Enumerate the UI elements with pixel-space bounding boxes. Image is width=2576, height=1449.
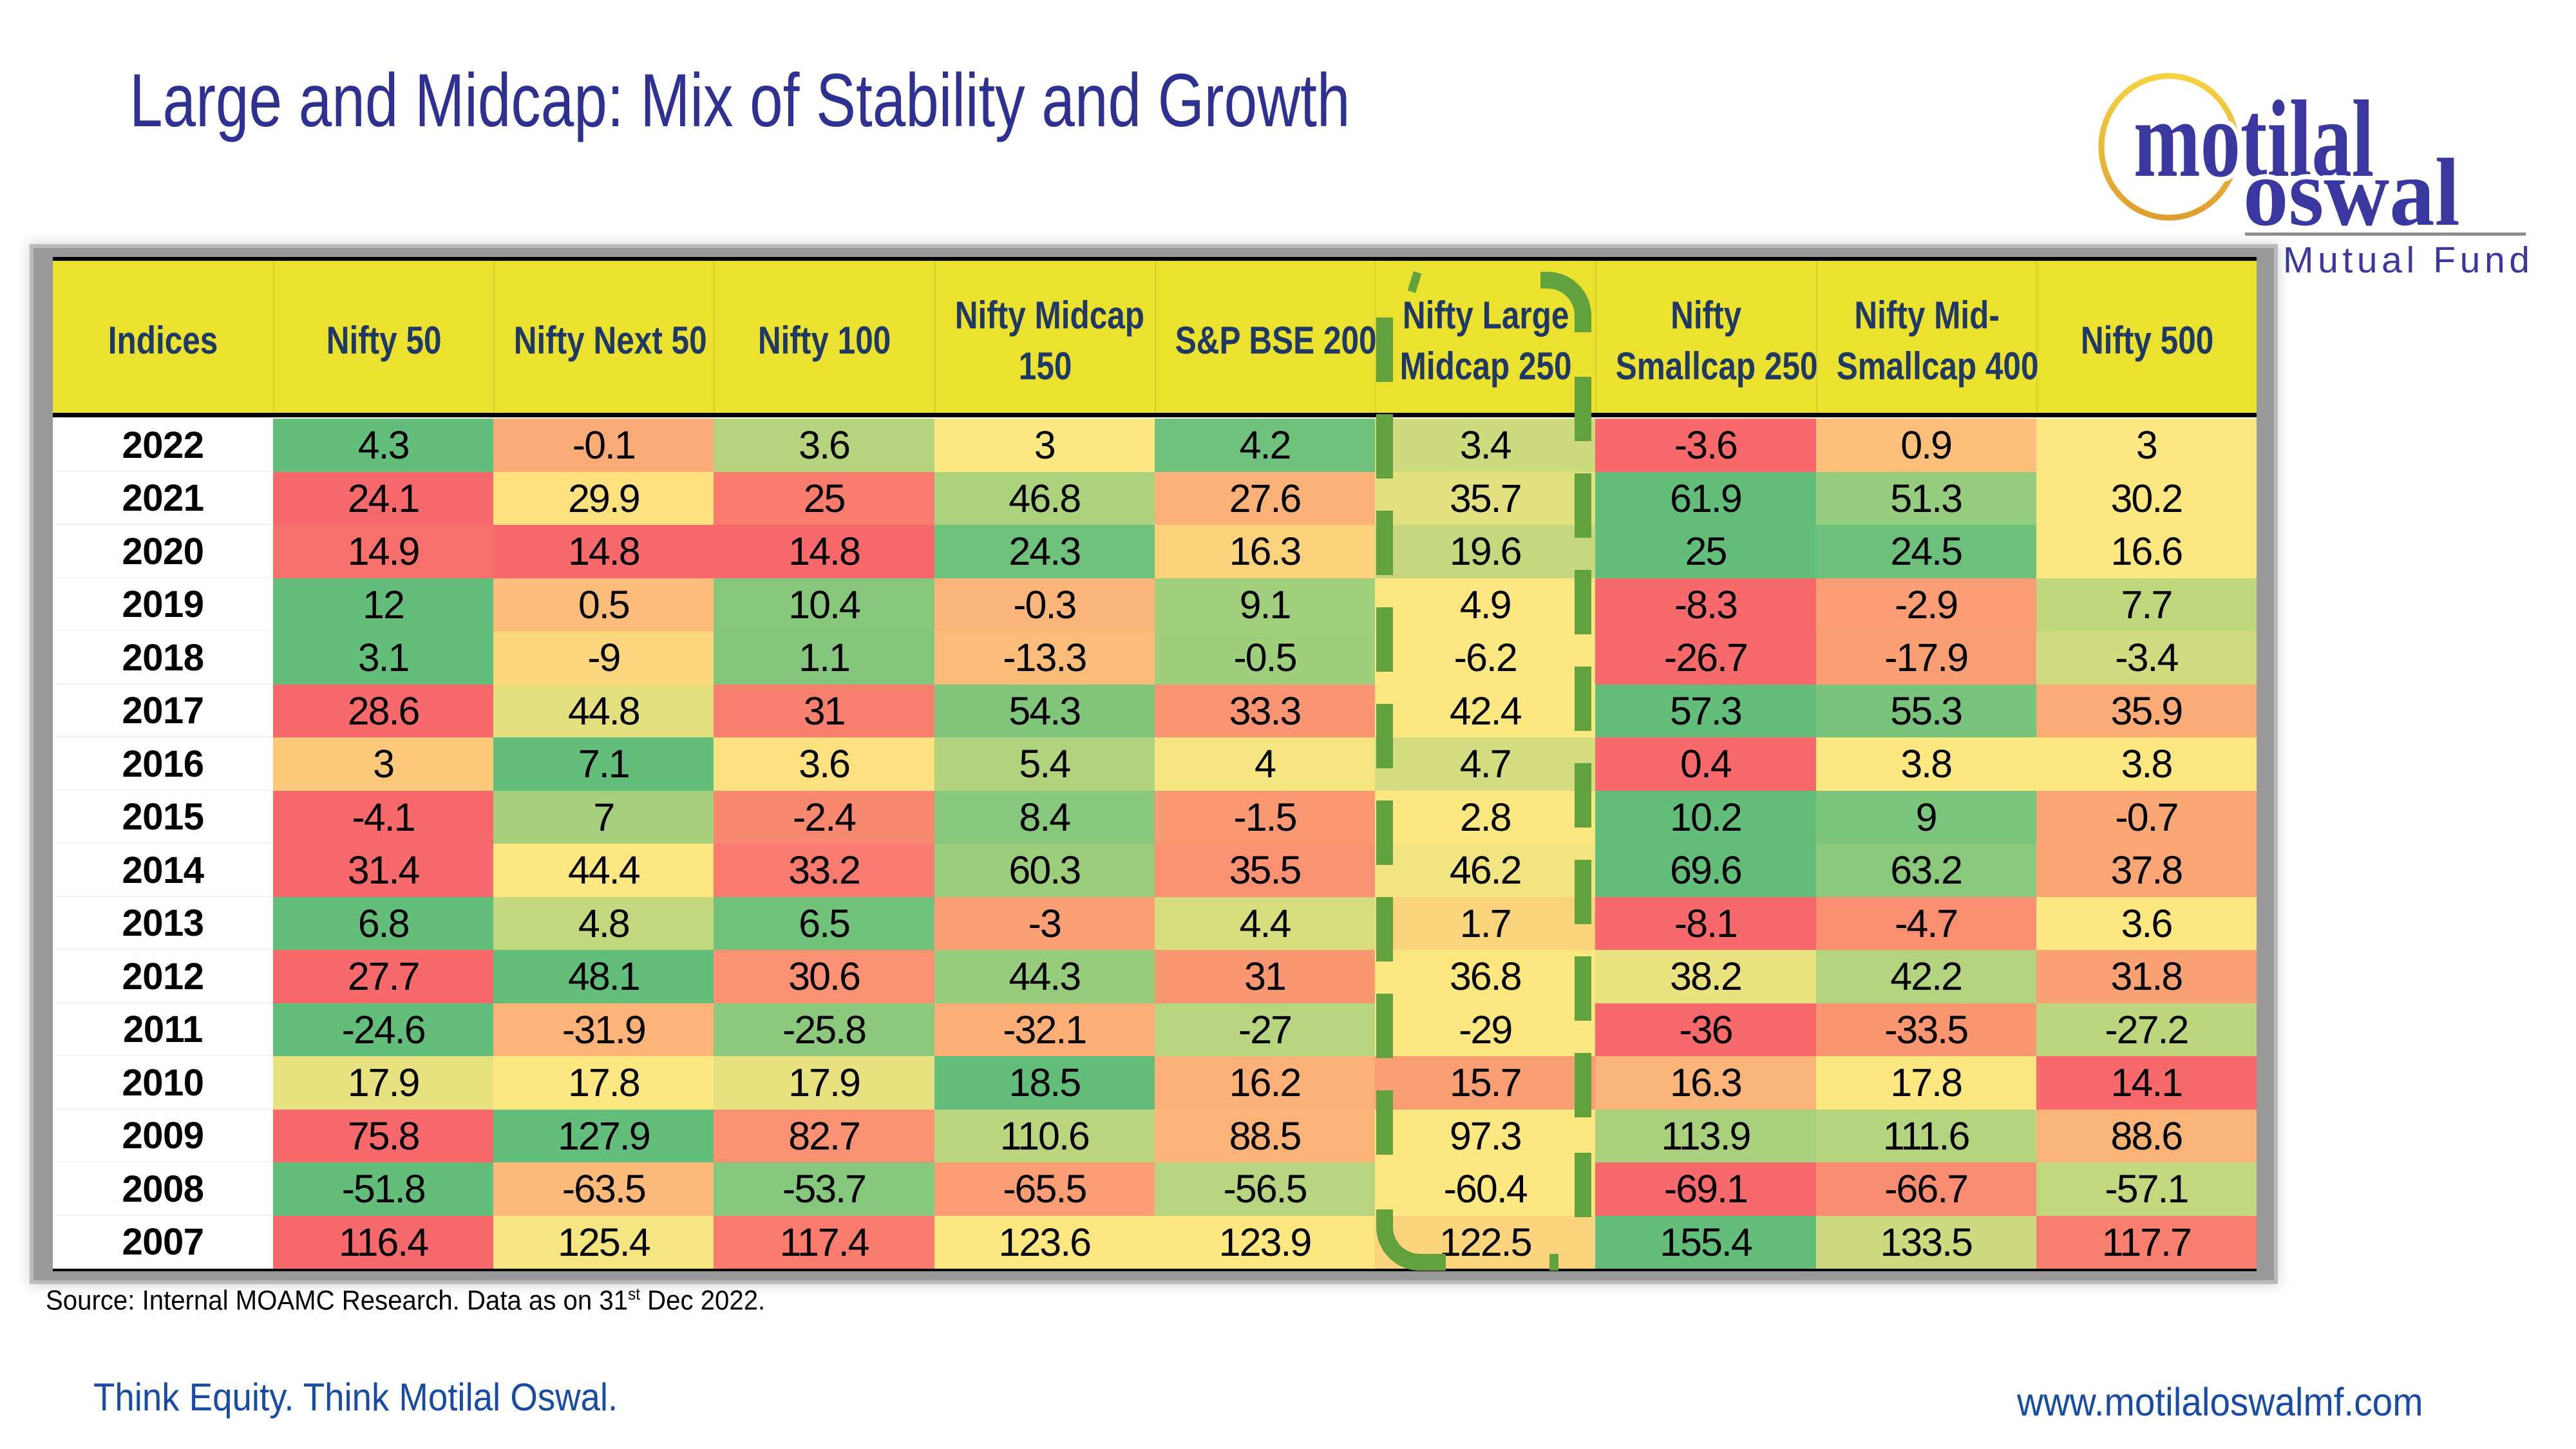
svg-text:Mutual Fund: Mutual Fund: [2283, 240, 2530, 281]
svg-text:oswal: oswal: [2243, 139, 2460, 246]
svg-text:motilal: motilal: [2134, 79, 2374, 200]
